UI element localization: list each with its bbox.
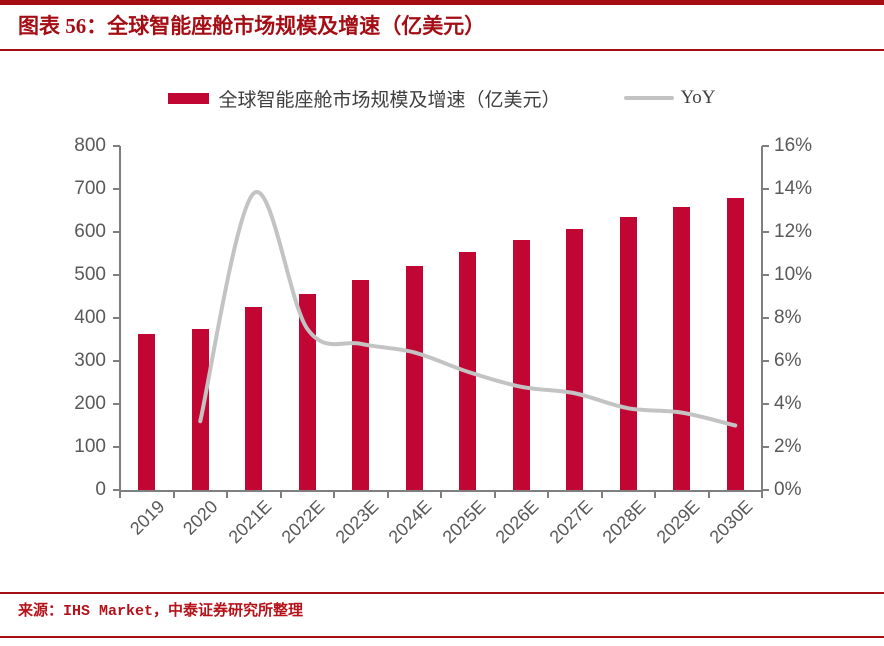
right-axis-tick (762, 274, 769, 276)
x-axis-label-2021E: 2021E (224, 496, 276, 548)
y-axis-tick (113, 489, 120, 491)
y-axis-tick (113, 188, 120, 190)
right-axis-tick (762, 188, 769, 190)
bar-2026E (512, 240, 530, 490)
legend-label-yoy: YoY (680, 87, 716, 108)
right-axis-tick (762, 489, 769, 491)
bar-2020 (191, 329, 209, 490)
legend-item-market-size: 全球智能座舱市场规模及增速（亿美元） (168, 85, 560, 112)
x-axis-label-2027E: 2027E (545, 496, 597, 548)
right-axis-tick (762, 317, 769, 319)
right-axis-tick (762, 446, 769, 448)
y-axis-tick (113, 231, 120, 233)
x-axis-tick (707, 492, 710, 498)
source-text: 来源：IHS Market，中泰证券研究所整理 (18, 603, 304, 620)
x-axis-tick (761, 492, 763, 498)
bar-2021E (245, 307, 263, 490)
right-axis-tick-label: 2% (774, 436, 802, 457)
right-axis-tick-label: 8% (774, 307, 802, 328)
right-axis-tick-label: 6% (774, 350, 802, 371)
y-axis-left (119, 146, 121, 492)
bar-2024E (405, 265, 423, 490)
x-axis-tick (547, 492, 549, 498)
right-axis-tick-label: 12% (774, 221, 813, 242)
y-axis-tick (113, 403, 120, 405)
source-divider-rule-top (0, 592, 884, 594)
x-axis-tick (333, 492, 335, 498)
x-axis-label-2019: 2019 (125, 496, 169, 539)
source-divider-rule-bottom (0, 636, 884, 638)
right-axis-tick (762, 360, 769, 362)
x-axis-tick (493, 492, 496, 498)
y-axis-tick-label: 700 (74, 178, 106, 199)
bar-2029E (673, 207, 691, 490)
bar-2019 (138, 333, 156, 490)
y-axis-tick (113, 145, 120, 147)
y-axis-tick-label: 500 (74, 264, 106, 285)
title-divider-rule (0, 49, 884, 51)
bar-2025E (459, 252, 477, 490)
right-axis-tick-label: 4% (774, 393, 802, 414)
y-axis-tick-label: 0 (95, 479, 106, 500)
y-axis-tick-label: 300 (74, 350, 106, 371)
x-axis (119, 490, 763, 492)
bar-series-swatch (168, 92, 210, 104)
x-axis-label-2024E: 2024E (384, 496, 436, 548)
y-axis-right (761, 146, 763, 492)
x-axis-tick (226, 492, 228, 498)
y-axis-tick-label: 800 (74, 135, 106, 156)
bar-2023E (352, 280, 370, 490)
y-axis-tick (113, 446, 120, 448)
right-axis-tick-label: 0% (774, 479, 802, 500)
y-axis-tick (113, 274, 120, 276)
x-axis-label-2025E: 2025E (438, 496, 490, 548)
y-axis-tick-label: 400 (74, 307, 106, 328)
right-axis-tick (762, 231, 769, 233)
bar-2030E (726, 198, 744, 490)
right-axis-tick (762, 145, 769, 147)
chart-legend: 全球智能座舱市场规模及增速（亿美元） YoY (0, 84, 884, 112)
bar-2028E (619, 217, 637, 490)
right-axis-tick-label: 16% (774, 135, 813, 156)
x-axis-label-2022E: 2022E (277, 496, 329, 548)
y-axis-tick-label: 100 (74, 436, 106, 457)
x-axis-tick (279, 492, 282, 498)
x-axis-tick (440, 492, 442, 498)
right-axis-tick-label: 10% (774, 264, 813, 285)
x-axis-label-2023E: 2023E (331, 496, 383, 548)
x-axis-label-2029E: 2029E (652, 496, 704, 548)
bar-2022E (298, 293, 316, 490)
x-axis-tick (600, 492, 603, 498)
y-axis-tick-label: 600 (74, 221, 106, 242)
y-axis-tick-label: 200 (74, 393, 106, 414)
x-axis-label-2020: 2020 (179, 496, 222, 539)
bar-2027E (566, 228, 584, 490)
legend-label-market-size: 全球智能座舱市场规模及增速（亿美元） (218, 89, 561, 111)
x-axis-label-2028E: 2028E (598, 496, 650, 548)
y-axis-tick (113, 360, 120, 362)
y-axis-tick (113, 317, 120, 319)
x-axis-tick (119, 492, 121, 498)
chart-title: 图表 56：全球智能座舱市场规模及增速（亿美元） (18, 14, 486, 38)
x-axis-tick (654, 492, 656, 498)
x-axis-tick (172, 492, 175, 498)
right-axis-tick-label: 14% (774, 178, 813, 199)
x-axis-tick (386, 492, 389, 498)
legend-item-yoy: YoY (624, 87, 716, 109)
right-axis-tick (762, 403, 769, 405)
x-axis-label-2026E: 2026E (491, 496, 543, 548)
report-top-bar (0, 0, 884, 5)
line-series-swatch (624, 96, 675, 100)
x-axis-label-2030E: 2030E (705, 496, 757, 548)
